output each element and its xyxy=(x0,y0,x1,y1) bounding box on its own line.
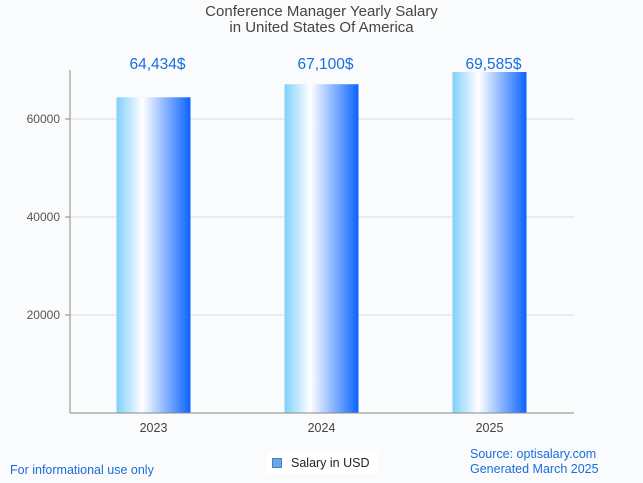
data-label-2025: 69,585$ xyxy=(465,56,521,73)
bar-2023 xyxy=(116,97,191,413)
legend-label: Salary in USD xyxy=(291,456,370,470)
x-tick-label: 2025 xyxy=(476,421,504,435)
source-link[interactable]: Source: optisalary.com xyxy=(470,447,597,461)
bar-2024 xyxy=(284,84,359,414)
chart-title-line1: Conference Manager Yearly Salary xyxy=(205,3,438,20)
bar-2025 xyxy=(452,72,527,413)
generated-date: Generated March 2025 xyxy=(470,462,599,476)
data-label-2023: 64,434$ xyxy=(129,56,185,73)
chart-title: Conference Manager Yearly Salary in Unit… xyxy=(0,4,643,36)
y-tick-label: 60000 xyxy=(27,112,61,126)
x-tick-label: 2024 xyxy=(308,421,336,435)
disclaimer: For informational use only xyxy=(10,463,154,477)
legend: Salary in USD xyxy=(267,452,378,474)
source-info: Source: optisalary.com Generated March 2… xyxy=(470,447,599,477)
y-tick-label: 40000 xyxy=(27,210,61,224)
legend-swatch-icon xyxy=(272,458,282,468)
axes xyxy=(65,70,574,414)
bars xyxy=(116,72,527,414)
y-tick-label: 20000 xyxy=(27,308,61,322)
labels: 20000 40000 60000 64,434$ 2023 67,100$ 2024 69,… xyxy=(27,56,522,435)
chart-subtitle: in United States Of America xyxy=(229,19,414,36)
data-label-2024: 67,100$ xyxy=(297,56,353,73)
x-tick-label: 2023 xyxy=(140,421,168,435)
